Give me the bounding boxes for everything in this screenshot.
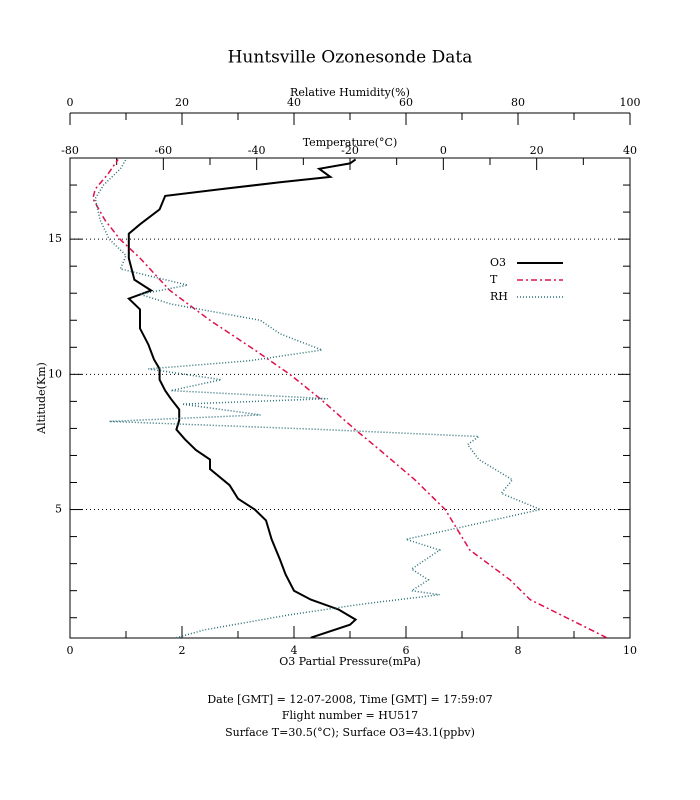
note: Date [GMT] = 12-07-2008, Time [GMT] = 17…: [207, 693, 492, 706]
x3-tick-label: -40: [248, 144, 266, 157]
x-tick-label: 8: [515, 644, 522, 657]
x3-tick-label: 0: [440, 144, 447, 157]
chart-title: Huntsville Ozonesonde Data: [228, 48, 473, 68]
y-tick-label: 15: [48, 232, 62, 245]
x3-tick-label: -20: [341, 144, 359, 157]
x3-tick-label: -80: [61, 144, 79, 157]
x2-tick-label: 80: [511, 96, 525, 109]
x3-tick-label: 20: [530, 144, 544, 157]
legend-label: O3: [490, 256, 506, 269]
note: Surface T=30.5(°C); Surface O3=43.1(ppbv…: [225, 726, 475, 739]
x-axis-label: O3 Partial Pressure(mPa): [279, 655, 421, 668]
y-axis-label: Altitude(Km): [35, 362, 48, 435]
y-tick-label: 5: [55, 503, 62, 516]
x2-tick-label: 60: [399, 96, 413, 109]
x-tick-label: 0: [67, 644, 74, 657]
x2-tick-label: 100: [620, 96, 641, 109]
series-line: [94, 159, 543, 639]
x-tick-label: 2: [179, 644, 186, 657]
y-tick-label: 10: [48, 367, 62, 380]
x-tick-label: 4: [291, 644, 298, 657]
note: Flight number = HU517: [282, 709, 418, 722]
series-line: [126, 158, 358, 639]
legend-label: T: [490, 273, 498, 286]
legend-label: RH: [490, 290, 508, 303]
x-tick-label: 6: [403, 644, 410, 657]
x2-tick-label: 20: [175, 96, 189, 109]
x3-tick-label: 40: [623, 144, 637, 157]
x-tick-label: 10: [623, 644, 637, 657]
x3-axis-label: Temperature(°C): [303, 136, 398, 149]
x2-axis-label: Relative Humidity(%): [290, 86, 410, 99]
x2-tick-label: 0: [67, 96, 74, 109]
x3-tick-label: -60: [154, 144, 172, 157]
x2-tick-label: 40: [287, 96, 301, 109]
series-line: [92, 158, 608, 639]
